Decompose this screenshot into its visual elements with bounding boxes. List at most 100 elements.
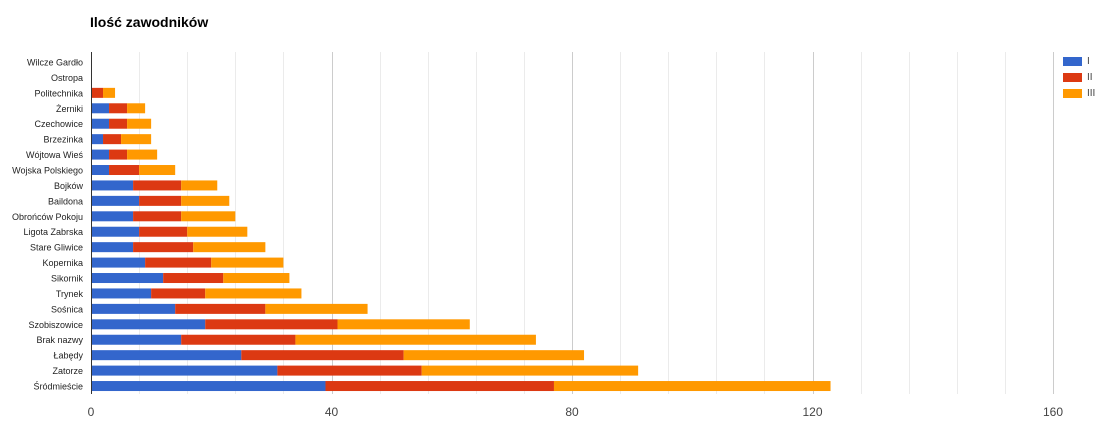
- bar-segment: [91, 381, 326, 392]
- category-label: Sikornik: [51, 274, 84, 284]
- bar-segment: [133, 211, 182, 222]
- bar-segment: [91, 242, 134, 253]
- category-label: Politechnika: [34, 88, 83, 98]
- category-label: Ligota Zabrska: [23, 227, 83, 237]
- bar-segment: [325, 381, 554, 392]
- bar-segment: [265, 303, 368, 314]
- category-label: Trynek: [56, 289, 84, 299]
- bar-segment: [109, 149, 128, 160]
- x-tick-label: 80: [565, 405, 579, 419]
- bar-segment: [181, 334, 296, 345]
- x-tick-label: 160: [1043, 405, 1063, 419]
- bar-segment: [91, 211, 134, 222]
- bar-segment: [91, 350, 242, 361]
- bar-segment: [91, 180, 134, 191]
- bar-segment: [139, 165, 176, 176]
- bars: Wilcze Gardło Ostropa Politechnika Żerniki C…: [12, 58, 831, 392]
- bar-segment: [181, 211, 236, 222]
- bar-segment: [223, 273, 290, 284]
- legend-label: III: [1087, 87, 1096, 99]
- legend-item: II: [1063, 69, 1095, 85]
- bar-segment: [91, 149, 110, 160]
- legend-item: I: [1063, 53, 1095, 69]
- bar-segment: [103, 87, 116, 98]
- bar-segment: [151, 288, 206, 299]
- bar-segment: [403, 350, 585, 361]
- category-label: Szobiszowice: [28, 320, 83, 330]
- category-label: Wilcze Gardło: [27, 58, 83, 68]
- bar-segment: [277, 365, 422, 376]
- bar-segment: [91, 303, 176, 314]
- axes: 0 40 80 120 160: [88, 52, 1063, 419]
- bar-segment: [175, 303, 266, 314]
- bar-segment: [241, 350, 404, 361]
- bar-segment: [91, 134, 104, 145]
- bar-segment: [121, 134, 152, 145]
- bar-segment: [127, 149, 158, 160]
- bar-segment: [139, 226, 188, 237]
- bar-segment: [127, 118, 152, 129]
- category-label: Brak nazwy: [36, 335, 83, 345]
- bar-segment: [181, 180, 218, 191]
- bar-segment: [421, 365, 639, 376]
- bar-segment: [91, 365, 278, 376]
- bar-segment: [181, 195, 230, 206]
- bar-segment: [211, 257, 284, 268]
- category-label: Sośnica: [51, 304, 83, 314]
- category-label: Brzezinka: [43, 135, 83, 145]
- bar-segment: [187, 226, 248, 237]
- category-label: Wojska Polskiego: [12, 166, 83, 176]
- legend-swatch: [1063, 56, 1082, 66]
- bar-segment: [553, 381, 831, 392]
- category-label: Bojków: [54, 181, 84, 191]
- x-tick-label: 0: [88, 405, 95, 419]
- category-label: Baildona: [48, 196, 83, 206]
- bar-segment: [91, 257, 146, 268]
- bar-segment: [91, 195, 140, 206]
- legend-label: I: [1087, 55, 1090, 67]
- bar-segment: [91, 334, 182, 345]
- bar-segment: [139, 195, 182, 206]
- bar-segment: [91, 319, 206, 330]
- x-tick-label: 120: [802, 405, 822, 419]
- bar-segment: [337, 319, 470, 330]
- bar-segment: [109, 103, 128, 114]
- category-label: Śródmieście: [33, 381, 83, 392]
- category-label: Obrońców Pokoju: [12, 212, 83, 222]
- bar-segment: [205, 288, 302, 299]
- bar-segment: [91, 165, 110, 176]
- bar-segment: [145, 257, 212, 268]
- bar-segment: [91, 288, 152, 299]
- bar-segment: [91, 118, 110, 129]
- grid-lines: [139, 52, 1054, 394]
- bar-segment: [91, 273, 164, 284]
- category-label: Żerniki: [56, 104, 83, 114]
- x-tick-label: 40: [325, 405, 339, 419]
- category-label: Czechowice: [34, 119, 83, 129]
- category-label: Zatorze: [52, 366, 83, 376]
- bar-segment: [133, 180, 182, 191]
- category-label: Ostropa: [51, 73, 83, 83]
- bar-segment: [127, 103, 146, 114]
- bar-segment: [91, 103, 110, 114]
- chart-title: Ilość zawodników: [90, 14, 209, 30]
- bar-segment: [193, 242, 266, 253]
- bar-segment: [103, 134, 122, 145]
- legend-item: III: [1063, 85, 1095, 101]
- legend-label: II: [1087, 71, 1093, 83]
- bar-segment: [109, 165, 140, 176]
- legend: I II III: [1063, 53, 1095, 101]
- bar-segment: [109, 118, 128, 129]
- legend-swatch: [1063, 72, 1082, 82]
- legend-swatch: [1063, 88, 1082, 98]
- bar-segment: [163, 273, 224, 284]
- category-label: Łabędy: [53, 351, 83, 361]
- category-label: Wójtowa Wieś: [26, 150, 84, 160]
- bar-segment: [91, 87, 104, 98]
- category-label: Stare Gliwice: [30, 243, 83, 253]
- bar-segment: [91, 226, 140, 237]
- category-label: Kopernika: [42, 258, 83, 268]
- bar-segment: [133, 242, 194, 253]
- bar-segment: [295, 334, 536, 345]
